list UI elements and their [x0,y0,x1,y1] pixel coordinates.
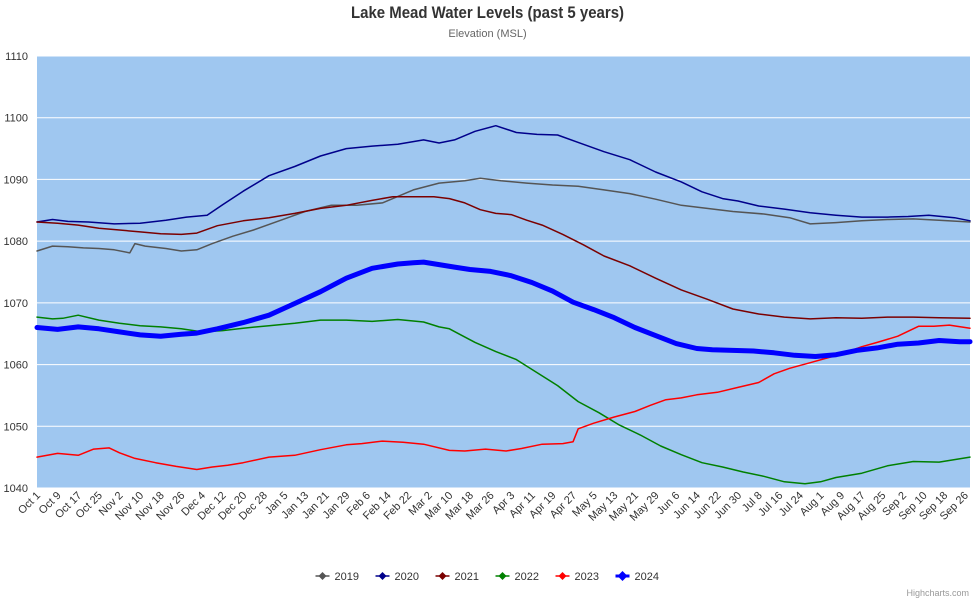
series-line-2022[interactable] [36,314,971,485]
series-line-2020[interactable] [36,124,971,225]
series-line-2023[interactable] [36,324,971,471]
series-line-2019[interactable] [36,177,971,254]
y-tick-label-1050: 1050 [4,421,28,433]
legend: 2019 2020 2021 2022 2023 2024 [315,571,659,583]
y-tick-label-1040: 1040 [4,483,28,495]
y-tick-label-1100: 1100 [4,113,28,125]
legend-marker-2024 [617,571,628,581]
legend-marker-2021 [438,572,447,580]
series-line-2024[interactable] [34,259,973,359]
legend-label-2024: 2024 [635,571,659,583]
legend-label-2023: 2023 [575,571,599,583]
legend-label-2021: 2021 [455,571,479,583]
y-tick-label-1110: 1110 [5,51,28,63]
series-line-2021[interactable] [36,195,971,320]
chart-subtitle: Elevation (MSL) [448,28,527,40]
legend-label-2022: 2022 [515,571,539,583]
y-tick-label-1070: 1070 [4,298,28,310]
y-axis: 1040 1050 1060 1070 1080 1090 1100 1110 [4,51,28,495]
legend-item-2022[interactable]: 2022 [495,571,539,583]
legend-label-2020: 2020 [395,571,419,583]
legend-item-2019[interactable]: 2019 [315,571,359,583]
chart-title: Lake Mead Water Levels (past 5 years) [350,3,624,22]
legend-item-2021[interactable]: 2021 [435,571,479,583]
legend-marker-2022 [498,572,507,580]
legend-item-2020[interactable]: 2020 [375,571,419,583]
legend-marker-2023 [558,572,567,580]
legend-item-2024[interactable]: 2024 [615,571,659,583]
legend-marker-2020 [378,572,387,580]
legend-marker-2019 [318,572,327,580]
credits-label[interactable]: Highcharts.com [906,588,969,598]
legend-label-2019: 2019 [335,571,359,583]
legend-item-2023[interactable]: 2023 [555,571,599,583]
grid-lines [37,55,970,489]
series-lines [34,124,973,485]
y-tick-label-1060: 1060 [4,360,28,372]
y-tick-label-1080: 1080 [4,236,28,248]
y-tick-label-1090: 1090 [4,174,28,186]
